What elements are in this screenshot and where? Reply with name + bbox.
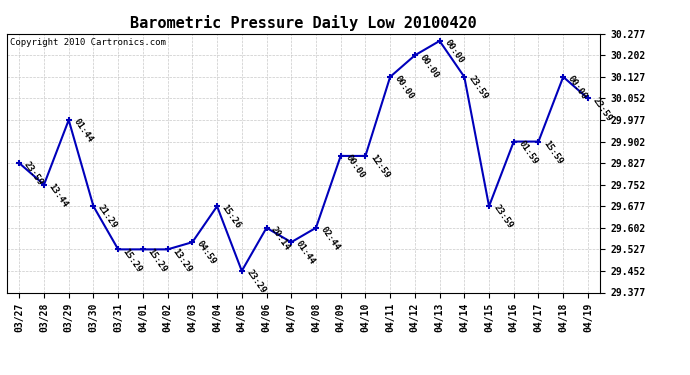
Title: Barometric Pressure Daily Low 20100420: Barometric Pressure Daily Low 20100420 bbox=[130, 15, 477, 31]
Text: 20:14: 20:14 bbox=[269, 225, 292, 252]
Text: 02:44: 02:44 bbox=[319, 225, 342, 252]
Text: 23:59: 23:59 bbox=[591, 96, 613, 123]
Text: 00:00: 00:00 bbox=[344, 153, 366, 180]
Text: 12:59: 12:59 bbox=[368, 153, 391, 180]
Text: 23:59: 23:59 bbox=[467, 74, 490, 101]
Text: 00:00: 00:00 bbox=[393, 74, 415, 101]
Text: 01:44: 01:44 bbox=[294, 239, 317, 267]
Text: 23:59: 23:59 bbox=[22, 160, 45, 188]
Text: 23:59: 23:59 bbox=[492, 204, 515, 231]
Text: 13:44: 13:44 bbox=[47, 182, 70, 209]
Text: 15:59: 15:59 bbox=[541, 139, 564, 166]
Text: 13:29: 13:29 bbox=[170, 247, 193, 274]
Text: 01:44: 01:44 bbox=[72, 117, 95, 144]
Text: 04:59: 04:59 bbox=[195, 239, 218, 267]
Text: 00:00: 00:00 bbox=[417, 53, 440, 80]
Text: 23:29: 23:29 bbox=[244, 268, 267, 296]
Text: 01:59: 01:59 bbox=[517, 139, 540, 166]
Text: 15:29: 15:29 bbox=[121, 247, 144, 274]
Text: 15:29: 15:29 bbox=[146, 247, 168, 274]
Text: 21:29: 21:29 bbox=[96, 204, 119, 231]
Text: Copyright 2010 Cartronics.com: Copyright 2010 Cartronics.com bbox=[10, 38, 166, 46]
Text: 15:26: 15:26 bbox=[220, 204, 243, 231]
Text: 00:00: 00:00 bbox=[566, 74, 589, 101]
Text: 00:00: 00:00 bbox=[442, 38, 465, 65]
